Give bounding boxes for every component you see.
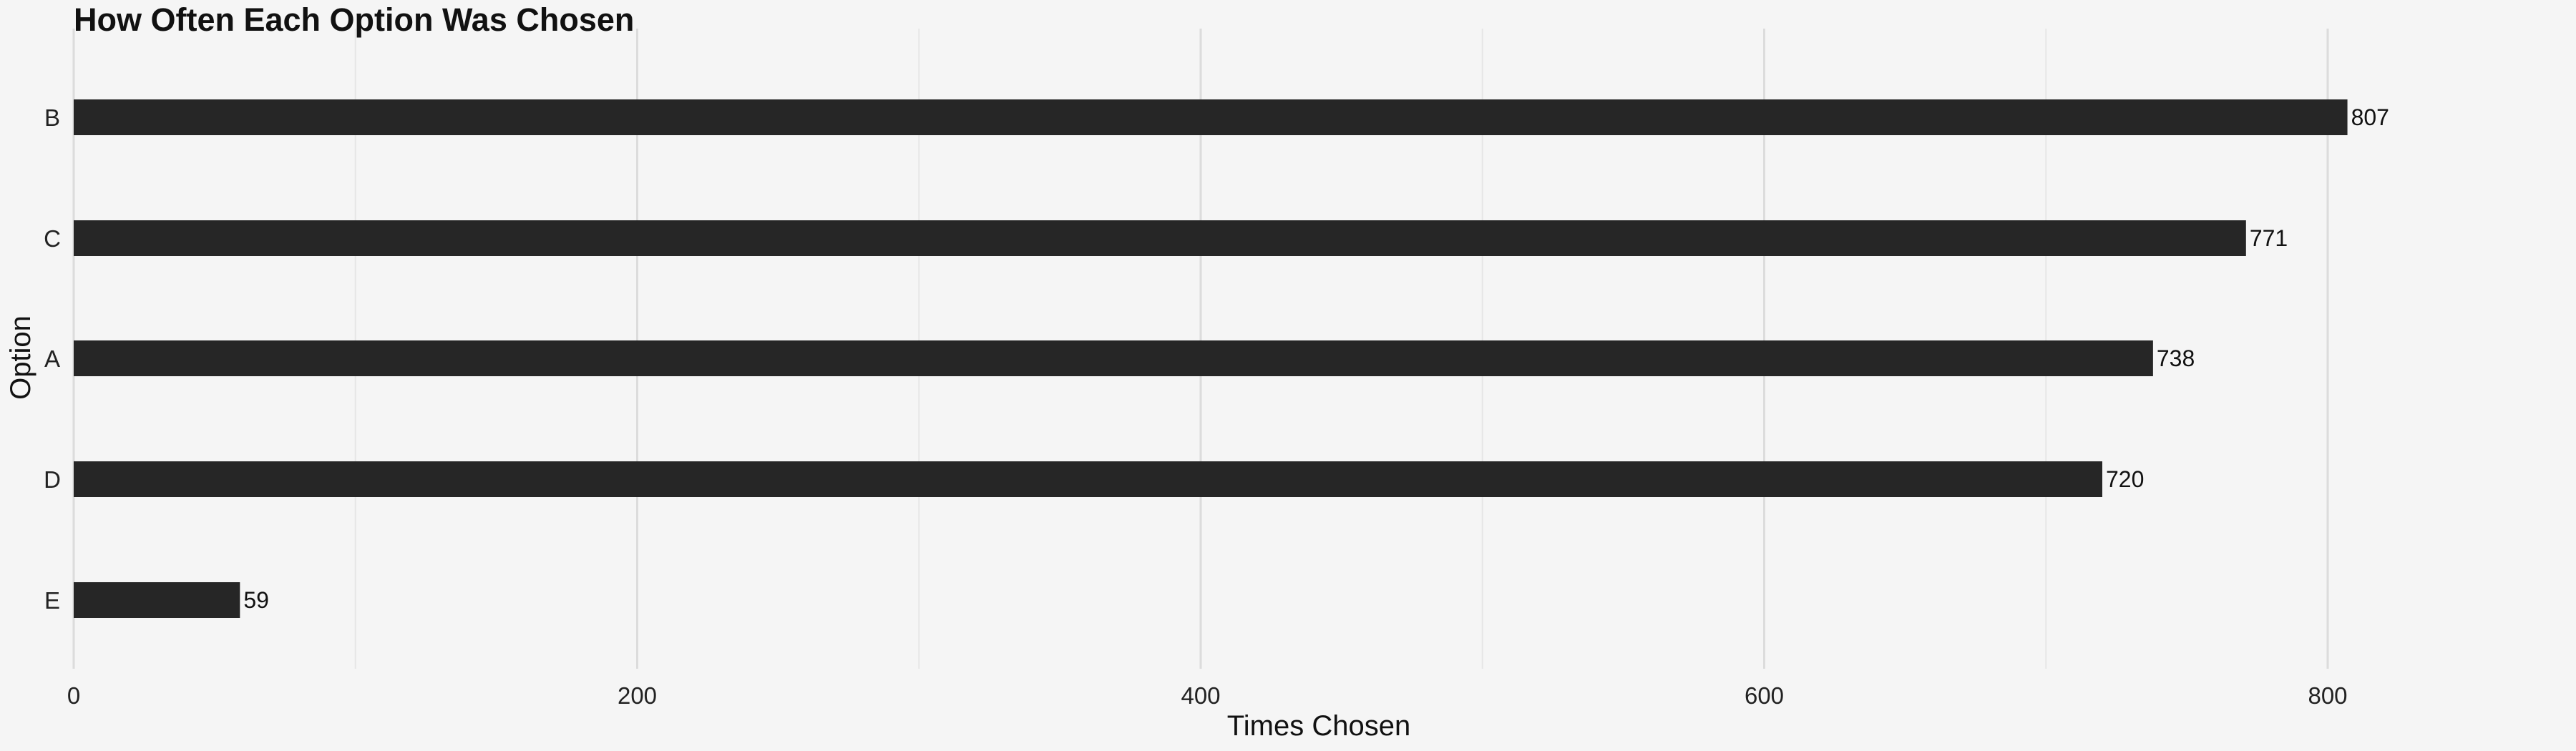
y-tick-label-E: E bbox=[44, 587, 60, 614]
x-axis-title: Times Chosen bbox=[1227, 710, 1410, 742]
x-axis-ticks: 0 200 400 600 800 bbox=[67, 682, 2348, 709]
data-label-B: 807 bbox=[2351, 104, 2389, 130]
chart-title: How Often Each Option Was Chosen bbox=[74, 1, 635, 38]
x-tick-label: 200 bbox=[618, 682, 657, 709]
y-axis-title: Option bbox=[5, 315, 36, 400]
bar-A bbox=[74, 340, 2153, 376]
y-axis-ticks: B C A D E bbox=[44, 104, 61, 614]
y-tick-label-D: D bbox=[44, 466, 61, 493]
data-label-C: 771 bbox=[2250, 225, 2288, 251]
data-labels: 807 771 738 720 59 bbox=[243, 104, 2389, 613]
x-tick-label: 800 bbox=[2308, 682, 2347, 709]
bar-D bbox=[74, 461, 2102, 497]
y-tick-label-B: B bbox=[44, 104, 60, 131]
bar-B bbox=[74, 99, 2348, 135]
data-label-E: 59 bbox=[243, 587, 269, 613]
x-tick-label: 400 bbox=[1181, 682, 1220, 709]
data-label-A: 738 bbox=[2157, 345, 2195, 371]
bar-E bbox=[74, 582, 240, 618]
bar-C bbox=[74, 220, 2246, 256]
y-tick-label-A: A bbox=[44, 345, 60, 372]
bars bbox=[74, 99, 2348, 618]
data-label-D: 720 bbox=[2106, 466, 2144, 492]
x-tick-label: 0 bbox=[67, 682, 80, 709]
y-tick-label-C: C bbox=[44, 225, 61, 252]
x-tick-label: 600 bbox=[1745, 682, 1784, 709]
